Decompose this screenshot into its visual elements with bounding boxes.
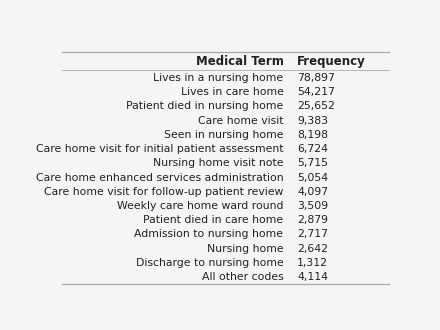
Text: Patient died in care home: Patient died in care home bbox=[143, 215, 283, 225]
Text: 3,509: 3,509 bbox=[297, 201, 328, 211]
Text: Care home visit for initial patient assessment: Care home visit for initial patient asse… bbox=[36, 144, 283, 154]
Text: 1,312: 1,312 bbox=[297, 258, 328, 268]
Text: 25,652: 25,652 bbox=[297, 101, 335, 112]
Text: 4,114: 4,114 bbox=[297, 272, 328, 282]
Text: 54,217: 54,217 bbox=[297, 87, 335, 97]
Text: Patient died in nursing home: Patient died in nursing home bbox=[126, 101, 283, 112]
Text: Discharge to nursing home: Discharge to nursing home bbox=[136, 258, 283, 268]
Text: Nursing home visit note: Nursing home visit note bbox=[153, 158, 283, 168]
Text: Care home enhanced services administration: Care home enhanced services administrati… bbox=[36, 173, 283, 182]
Text: 6,724: 6,724 bbox=[297, 144, 328, 154]
Text: 2,717: 2,717 bbox=[297, 229, 328, 240]
Text: Admission to nursing home: Admission to nursing home bbox=[135, 229, 283, 240]
Text: 4,097: 4,097 bbox=[297, 187, 328, 197]
Text: Lives in care home: Lives in care home bbox=[180, 87, 283, 97]
Text: 78,897: 78,897 bbox=[297, 73, 335, 83]
Text: 9,383: 9,383 bbox=[297, 115, 328, 126]
Text: Nursing home: Nursing home bbox=[207, 244, 283, 254]
Text: 2,879: 2,879 bbox=[297, 215, 328, 225]
Text: Medical Term: Medical Term bbox=[196, 55, 283, 68]
Text: 5,715: 5,715 bbox=[297, 158, 328, 168]
Text: Care home visit: Care home visit bbox=[198, 115, 283, 126]
Text: 5,054: 5,054 bbox=[297, 173, 328, 182]
Text: Seen in nursing home: Seen in nursing home bbox=[164, 130, 283, 140]
Text: All other codes: All other codes bbox=[202, 272, 283, 282]
Text: Weekly care home ward round: Weekly care home ward round bbox=[117, 201, 283, 211]
Text: 2,642: 2,642 bbox=[297, 244, 328, 254]
Text: Lives in a nursing home: Lives in a nursing home bbox=[154, 73, 283, 83]
Text: Care home visit for follow-up patient review: Care home visit for follow-up patient re… bbox=[44, 187, 283, 197]
Text: 8,198: 8,198 bbox=[297, 130, 328, 140]
Text: Frequency: Frequency bbox=[297, 55, 366, 68]
